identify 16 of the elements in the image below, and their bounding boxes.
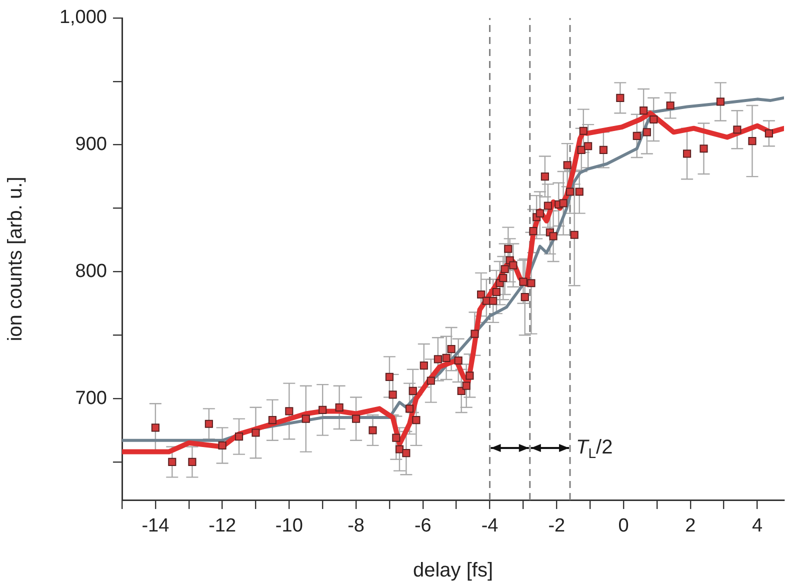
x-tick-label: -12 — [208, 516, 236, 537]
x-tick-label: -4 — [481, 516, 499, 537]
x-tick-label: -2 — [548, 516, 566, 537]
y-tick-label: 700 — [75, 388, 107, 409]
y-tick-label: 1,000 — [59, 7, 107, 28]
y-tick-label: 900 — [75, 134, 107, 156]
x-tick-label: -6 — [414, 516, 432, 537]
x-tick-label: 0 — [618, 516, 629, 537]
y-axis-title: ion counts [arb. u.] — [4, 176, 27, 342]
x-tick-label: -8 — [348, 516, 364, 537]
x-tick-label: 4 — [752, 516, 763, 537]
x-tick-label: 2 — [685, 516, 696, 537]
y-tick-label: 800 — [75, 260, 107, 282]
x-tick-label: -10 — [275, 516, 303, 537]
x-axis-title: delay [fs] — [412, 560, 494, 582]
x-tick-label: -14 — [142, 516, 170, 537]
